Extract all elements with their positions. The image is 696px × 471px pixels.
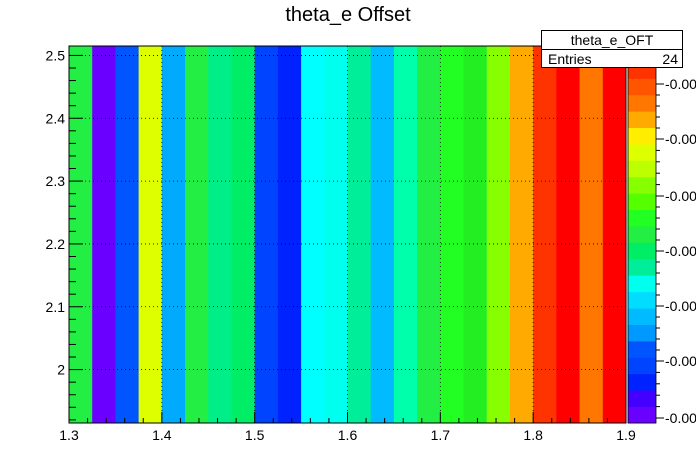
heatmap-cell [533, 46, 557, 423]
palette-swatch [628, 357, 656, 375]
heatmap-cell [185, 46, 209, 423]
palette-swatch [628, 94, 656, 112]
heatmap-cell [440, 46, 464, 423]
palette-swatch [628, 291, 656, 309]
x-tick-label: 1.4 [152, 427, 172, 443]
palette-swatch [628, 390, 656, 407]
stats-entries-label: Entries [548, 51, 592, 67]
palette-tick-label: -0.00 [665, 76, 696, 92]
heatmap-cell [347, 46, 372, 423]
heatmap-cell [301, 46, 325, 423]
y-tick-label: 2.5 [46, 47, 66, 63]
heatmap-cell [393, 46, 418, 423]
heatmap-cell [138, 46, 163, 423]
palette-swatch [628, 406, 656, 424]
heatmap-cell [254, 46, 279, 423]
palette-swatch [628, 340, 656, 358]
palette-swatch [628, 193, 656, 211]
heatmap-cell [161, 46, 186, 423]
palette-swatch [628, 176, 656, 194]
heatmap-cell [556, 46, 580, 423]
x-tick-label: 1.7 [431, 427, 451, 443]
heatmap-cell [277, 46, 302, 423]
palette-tick-label: -0.00 [665, 131, 696, 147]
x-tick-label: 1.9 [616, 427, 636, 443]
palette-swatch [628, 275, 656, 293]
palette-swatch [628, 127, 656, 145]
heatmap-cell [208, 46, 232, 423]
palette-tick-label: -0.00 [665, 243, 696, 259]
palette-swatch [628, 78, 656, 96]
x-tick-label: 1.6 [338, 427, 358, 443]
palette-tick-label: -0.00 [665, 298, 696, 314]
heatmap-cell [417, 46, 441, 423]
palette-swatch [628, 111, 656, 129]
heatmap-cell [509, 46, 534, 423]
y-tick-label: 2.1 [46, 299, 66, 315]
heatmap-cell [579, 46, 604, 423]
heatmap-cell [486, 46, 511, 423]
heatmap-cell [115, 46, 140, 423]
heatmap-cell [463, 46, 488, 423]
palette-tick-label: -0.00 [665, 188, 696, 204]
palette-swatch [628, 373, 656, 391]
palette-swatch [628, 308, 656, 325]
stats-title: theta_e_OFT [542, 31, 682, 50]
palette-tick-label: -0.00 [665, 353, 696, 369]
palette-swatch [628, 242, 656, 260]
palette-swatch [628, 226, 656, 243]
y-tick-label: 2.4 [46, 110, 66, 126]
palette-swatch [628, 144, 656, 161]
heatmap-cell [602, 46, 627, 423]
palette-swatch [628, 258, 656, 276]
heatmap-cell [69, 46, 93, 423]
x-tick-label: 1.8 [523, 427, 543, 443]
x-tick-label: 1.3 [59, 427, 79, 443]
heatmap-cell [370, 46, 395, 423]
heatmap-cell [92, 46, 116, 423]
y-tick-label: 2.2 [46, 236, 66, 252]
heatmap-cell [231, 46, 256, 423]
palette-swatch [628, 209, 656, 227]
heatmap-cell [324, 46, 348, 423]
y-tick-label: 2 [57, 362, 65, 378]
chart-title: theta_e Offset [285, 4, 411, 26]
stats-box: theta_e_OFT Entries 24 [541, 30, 683, 68]
stats-entries-value: 24 [662, 51, 678, 67]
palette-swatch [628, 324, 656, 342]
y-tick-label: 2.3 [46, 173, 66, 189]
palette-swatch [628, 160, 656, 178]
palette-tick-label: -0.00 [665, 410, 696, 426]
x-tick-label: 1.5 [245, 427, 265, 443]
